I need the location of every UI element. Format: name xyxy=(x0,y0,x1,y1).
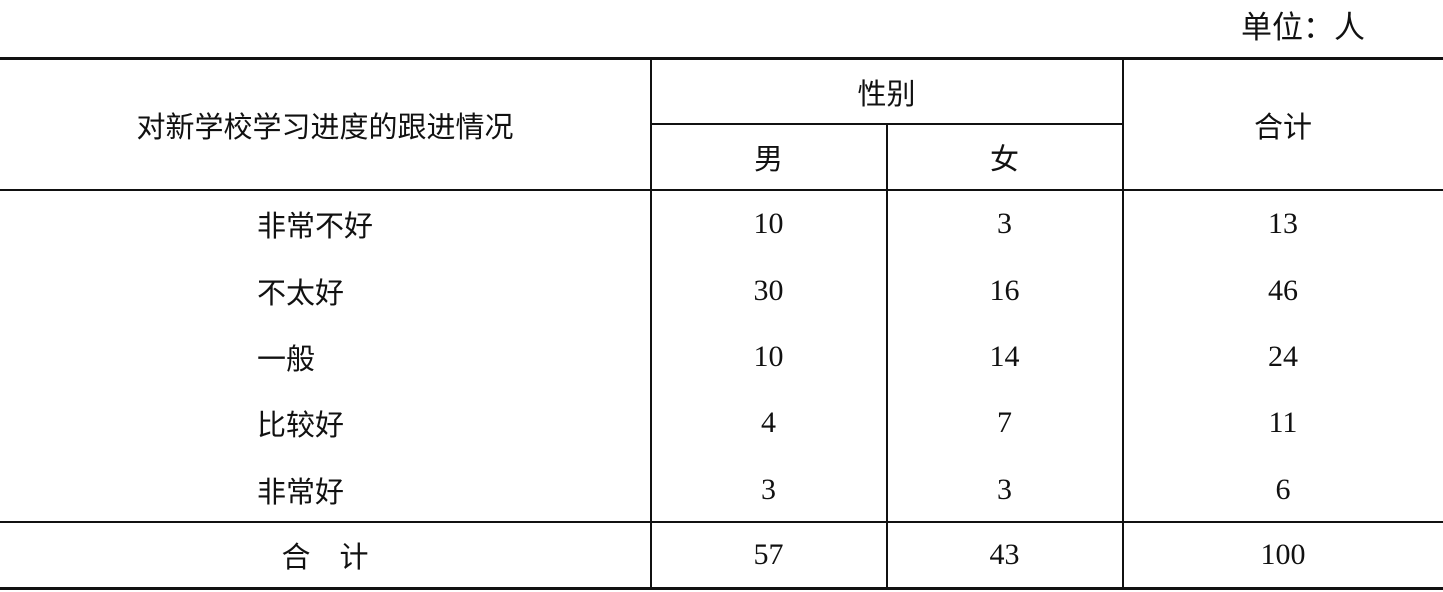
total-count: 46 xyxy=(1268,274,1298,307)
total-row-female: 43 xyxy=(989,538,1020,571)
header-male: 男 xyxy=(753,142,783,176)
total-count: 13 xyxy=(1268,207,1298,240)
bottom-rule xyxy=(0,587,1443,590)
male-count: 10 xyxy=(753,340,784,373)
row-label: 比较好 xyxy=(257,408,345,442)
female-count: 14 xyxy=(989,340,1020,373)
female-count: 3 xyxy=(997,473,1012,506)
total-row-rule xyxy=(0,521,1443,523)
female-count: 7 xyxy=(997,406,1012,439)
male-count: 10 xyxy=(753,207,784,240)
header-bottom-rule xyxy=(0,189,1443,191)
total-count: 11 xyxy=(1268,406,1298,439)
row-label: 不太好 xyxy=(257,276,345,310)
row-label: 非常不好 xyxy=(257,209,374,243)
unit-label: 单位：人 xyxy=(1241,10,1365,46)
column-divider xyxy=(650,59,652,589)
total-row-total: 100 xyxy=(1260,538,1306,571)
header-gender-group: 性别 xyxy=(857,76,916,111)
male-count: 30 xyxy=(753,274,784,307)
female-count: 16 xyxy=(989,274,1020,307)
total-row-male: 57 xyxy=(753,538,784,571)
header-row-label: 对新学校学习进度的跟进情况 xyxy=(136,109,514,144)
header-total: 合计 xyxy=(1253,109,1312,144)
male-count: 4 xyxy=(761,406,776,439)
column-divider xyxy=(1122,59,1124,589)
total-row-label: 合 计 xyxy=(281,540,369,574)
total-count: 24 xyxy=(1268,340,1298,373)
row-label: 一般 xyxy=(257,342,316,376)
top-rule xyxy=(0,57,1443,60)
male-count: 3 xyxy=(761,473,776,506)
total-count: 6 xyxy=(1275,473,1291,506)
female-count: 3 xyxy=(997,207,1012,240)
header-female: 女 xyxy=(989,142,1019,176)
row-label: 非常好 xyxy=(257,475,345,509)
column-divider xyxy=(886,124,888,589)
